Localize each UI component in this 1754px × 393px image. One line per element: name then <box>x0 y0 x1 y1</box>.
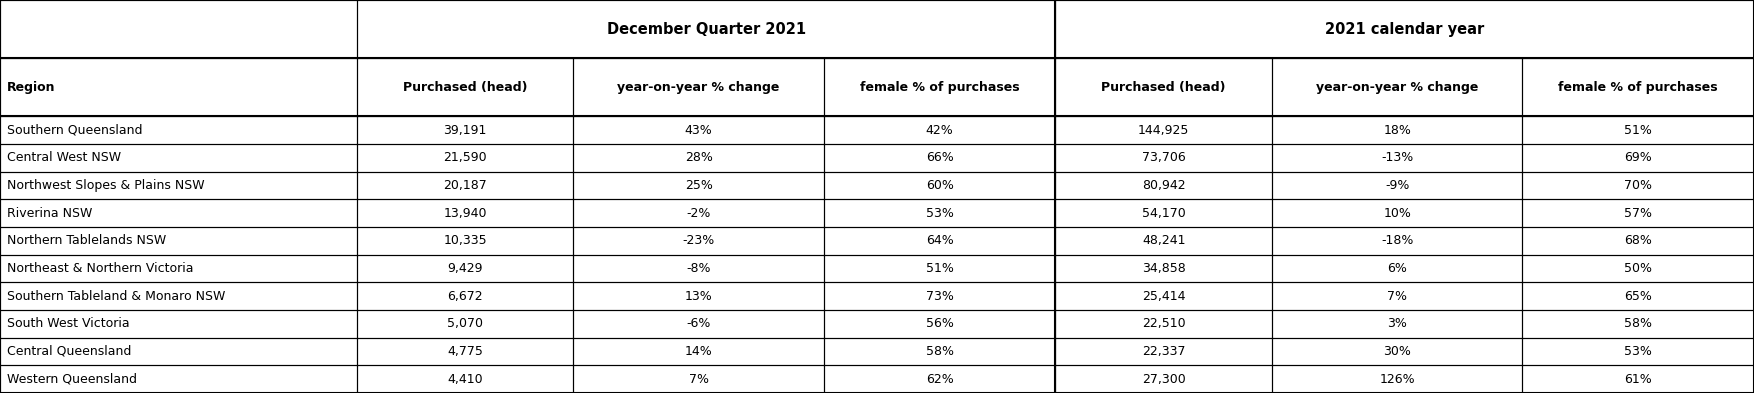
Text: 53%: 53% <box>1624 345 1652 358</box>
Text: year-on-year % change: year-on-year % change <box>1316 81 1479 94</box>
Text: 4,775: 4,775 <box>447 345 482 358</box>
Text: 22,510: 22,510 <box>1142 317 1186 331</box>
Text: Central Queensland: Central Queensland <box>7 345 132 358</box>
Text: 73%: 73% <box>926 290 954 303</box>
Text: 62%: 62% <box>926 373 954 386</box>
Text: 3%: 3% <box>1387 317 1407 331</box>
Text: -23%: -23% <box>682 234 714 247</box>
Text: 65%: 65% <box>1624 290 1652 303</box>
Text: 5,070: 5,070 <box>447 317 482 331</box>
Text: 58%: 58% <box>1624 317 1652 331</box>
Text: 39,191: 39,191 <box>444 124 488 137</box>
Text: 27,300: 27,300 <box>1142 373 1186 386</box>
Text: 61%: 61% <box>1624 373 1652 386</box>
Text: 56%: 56% <box>926 317 954 331</box>
Text: 51%: 51% <box>926 262 954 275</box>
Text: 21,590: 21,590 <box>444 151 488 164</box>
Text: 73,706: 73,706 <box>1142 151 1186 164</box>
Text: 50%: 50% <box>1624 262 1652 275</box>
Text: 58%: 58% <box>926 345 954 358</box>
Text: 70%: 70% <box>1624 179 1652 192</box>
Text: Riverina NSW: Riverina NSW <box>7 207 93 220</box>
Text: -2%: -2% <box>686 207 710 220</box>
Text: 30%: 30% <box>1384 345 1410 358</box>
Text: Region: Region <box>7 81 56 94</box>
Text: 7%: 7% <box>1387 290 1407 303</box>
Text: 6%: 6% <box>1387 262 1407 275</box>
Text: 126%: 126% <box>1379 373 1415 386</box>
Text: 25%: 25% <box>684 179 712 192</box>
Text: 60%: 60% <box>926 179 954 192</box>
Text: -6%: -6% <box>686 317 710 331</box>
Text: 64%: 64% <box>926 234 954 247</box>
Text: female % of purchases: female % of purchases <box>1558 81 1717 94</box>
Text: 25,414: 25,414 <box>1142 290 1186 303</box>
Text: 13,940: 13,940 <box>444 207 488 220</box>
Text: 10%: 10% <box>1384 207 1410 220</box>
Text: 20,187: 20,187 <box>444 179 488 192</box>
Text: 2021 calendar year: 2021 calendar year <box>1324 22 1484 37</box>
Text: 9,429: 9,429 <box>447 262 482 275</box>
Text: 48,241: 48,241 <box>1142 234 1186 247</box>
Text: South West Victoria: South West Victoria <box>7 317 130 331</box>
Text: -18%: -18% <box>1380 234 1414 247</box>
Text: Southern Queensland: Southern Queensland <box>7 124 142 137</box>
Text: 144,925: 144,925 <box>1138 124 1189 137</box>
Text: 54,170: 54,170 <box>1142 207 1186 220</box>
Text: 18%: 18% <box>1384 124 1410 137</box>
Text: -13%: -13% <box>1380 151 1414 164</box>
Text: December Quarter 2021: December Quarter 2021 <box>607 22 805 37</box>
Text: Northern Tablelands NSW: Northern Tablelands NSW <box>7 234 167 247</box>
Text: year-on-year % change: year-on-year % change <box>617 81 781 94</box>
Text: -8%: -8% <box>686 262 710 275</box>
Text: 7%: 7% <box>689 373 709 386</box>
Text: 43%: 43% <box>684 124 712 137</box>
Text: 51%: 51% <box>1624 124 1652 137</box>
Text: Southern Tableland & Monaro NSW: Southern Tableland & Monaro NSW <box>7 290 226 303</box>
Text: Purchased (head): Purchased (head) <box>403 81 528 94</box>
Text: Purchased (head): Purchased (head) <box>1102 81 1226 94</box>
Text: 34,858: 34,858 <box>1142 262 1186 275</box>
Text: 13%: 13% <box>684 290 712 303</box>
Text: 14%: 14% <box>684 345 712 358</box>
Text: 42%: 42% <box>926 124 954 137</box>
Text: Western Queensland: Western Queensland <box>7 373 137 386</box>
Text: 69%: 69% <box>1624 151 1652 164</box>
Text: 10,335: 10,335 <box>444 234 488 247</box>
Text: 68%: 68% <box>1624 234 1652 247</box>
Text: 66%: 66% <box>926 151 954 164</box>
Text: 22,337: 22,337 <box>1142 345 1186 358</box>
Text: Northwest Slopes & Plains NSW: Northwest Slopes & Plains NSW <box>7 179 205 192</box>
Text: Central West NSW: Central West NSW <box>7 151 121 164</box>
Text: 53%: 53% <box>926 207 954 220</box>
Text: female % of purchases: female % of purchases <box>859 81 1019 94</box>
Text: Northeast & Northern Victoria: Northeast & Northern Victoria <box>7 262 193 275</box>
Text: -9%: -9% <box>1386 179 1408 192</box>
Text: 4,410: 4,410 <box>447 373 482 386</box>
Text: 57%: 57% <box>1624 207 1652 220</box>
Text: 80,942: 80,942 <box>1142 179 1186 192</box>
Text: 6,672: 6,672 <box>447 290 482 303</box>
Text: 28%: 28% <box>684 151 712 164</box>
